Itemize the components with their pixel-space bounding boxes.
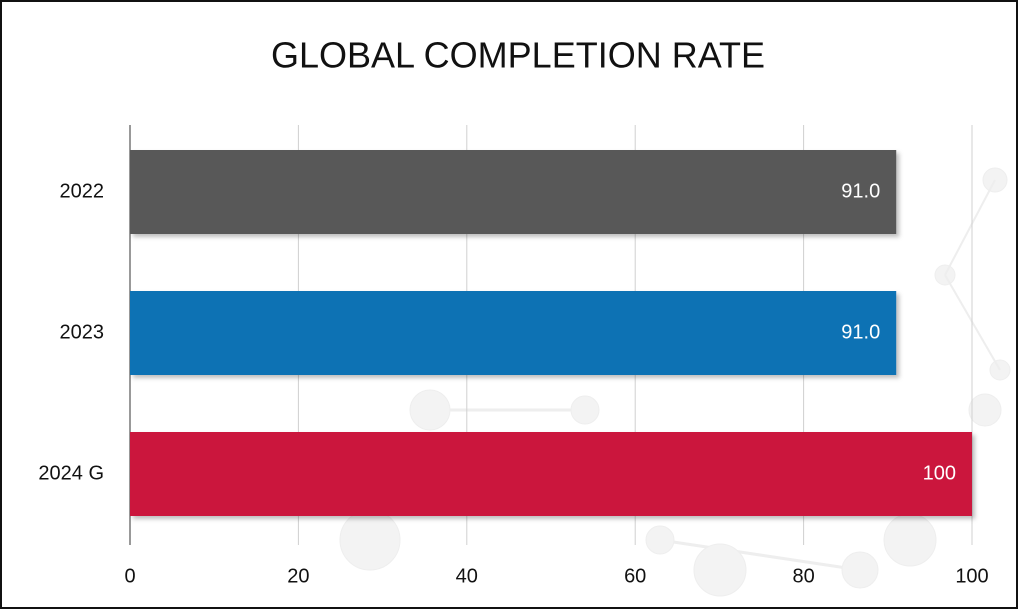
bar-value-label: 100 [923,462,956,484]
x-tick-label: 80 [792,565,814,587]
background-decoration [339,167,1011,597]
bar [130,432,972,516]
x-tick-label: 40 [456,565,478,587]
x-tick-label: 60 [624,565,646,587]
x-tick-label: 0 [124,565,135,587]
bar [130,150,897,234]
y-tick-label: 2023 [60,321,105,343]
chart-title: GLOBAL COMPLETION RATE [271,35,765,76]
bar-value-label: 91.0 [841,321,880,343]
x-tick-label: 20 [287,565,309,587]
x-tick-label: 100 [955,565,988,587]
y-tick-label: 2024 G [38,462,104,484]
y-tick-label: 2022 [60,180,105,202]
bar [130,291,897,375]
bar-value-label: 91.0 [841,180,880,202]
